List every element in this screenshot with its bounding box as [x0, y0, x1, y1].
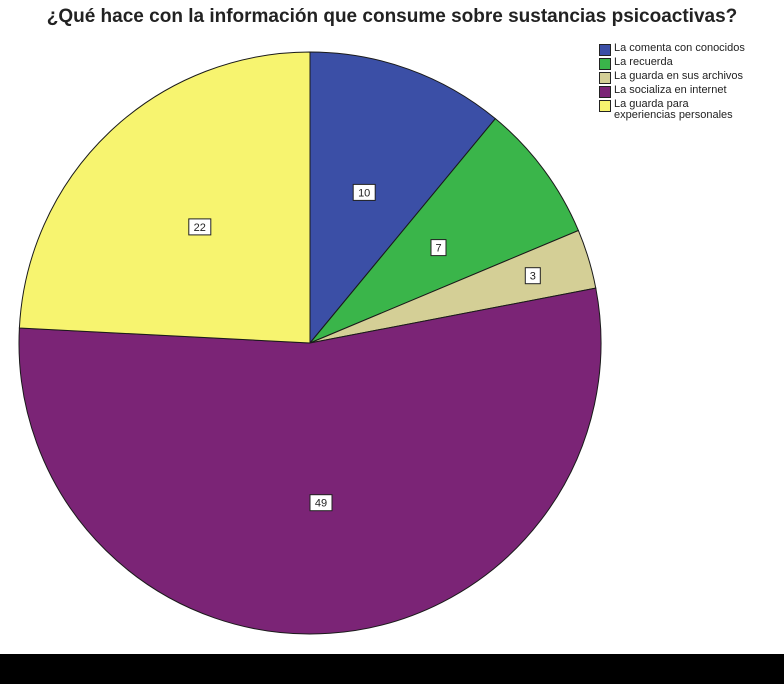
- legend-label: La guarda en sus archivos: [614, 70, 744, 82]
- svg-text:10: 10: [358, 187, 370, 199]
- pie-slice: [18, 287, 602, 635]
- legend-item: La guarda para experiencias personales: [599, 99, 784, 121]
- legend-item: La comenta con conocidos: [599, 43, 784, 56]
- legend-item: La recuerda: [599, 57, 784, 70]
- pie-slices: [18, 51, 602, 635]
- pie-chart: 10 7 3 49 22: [18, 51, 602, 635]
- legend: La comenta con conocidos La recuerda La gu…: [599, 43, 784, 122]
- legend-swatch: [599, 72, 611, 84]
- slice-value-label: 3: [524, 267, 541, 285]
- slice-value-label: 49: [309, 494, 333, 512]
- legend-label: La guarda para experiencias personales: [614, 98, 733, 121]
- pie-value-labels: 10 7 3 49 22: [188, 183, 541, 512]
- svg-text:22: 22: [194, 222, 206, 234]
- svg-text:49: 49: [315, 498, 327, 510]
- legend-swatch: [599, 86, 611, 98]
- slice-value-label: 22: [188, 218, 212, 236]
- pie-slice: [309, 51, 497, 345]
- bottom-bar: [0, 654, 784, 684]
- chart-title: ¿Qué hace con la información que consume…: [46, 6, 738, 27]
- legend-swatch: [599, 100, 611, 112]
- pie-slice: [18, 51, 311, 344]
- legend-label: La socializa en internet: [614, 84, 727, 96]
- legend-label: La recuerda: [614, 56, 673, 68]
- pie-slice: [309, 117, 580, 344]
- svg-text:7: 7: [435, 243, 441, 255]
- slice-value-label: 10: [352, 183, 376, 201]
- legend-swatch: [599, 44, 611, 56]
- legend-item: La socializa en internet: [599, 85, 784, 98]
- slice-value-label: 7: [430, 239, 447, 257]
- legend-swatch: [599, 58, 611, 70]
- legend-label: La comenta con conocidos: [614, 42, 745, 54]
- svg-text:3: 3: [530, 271, 536, 283]
- legend-item: La guarda en sus archivos: [599, 71, 784, 84]
